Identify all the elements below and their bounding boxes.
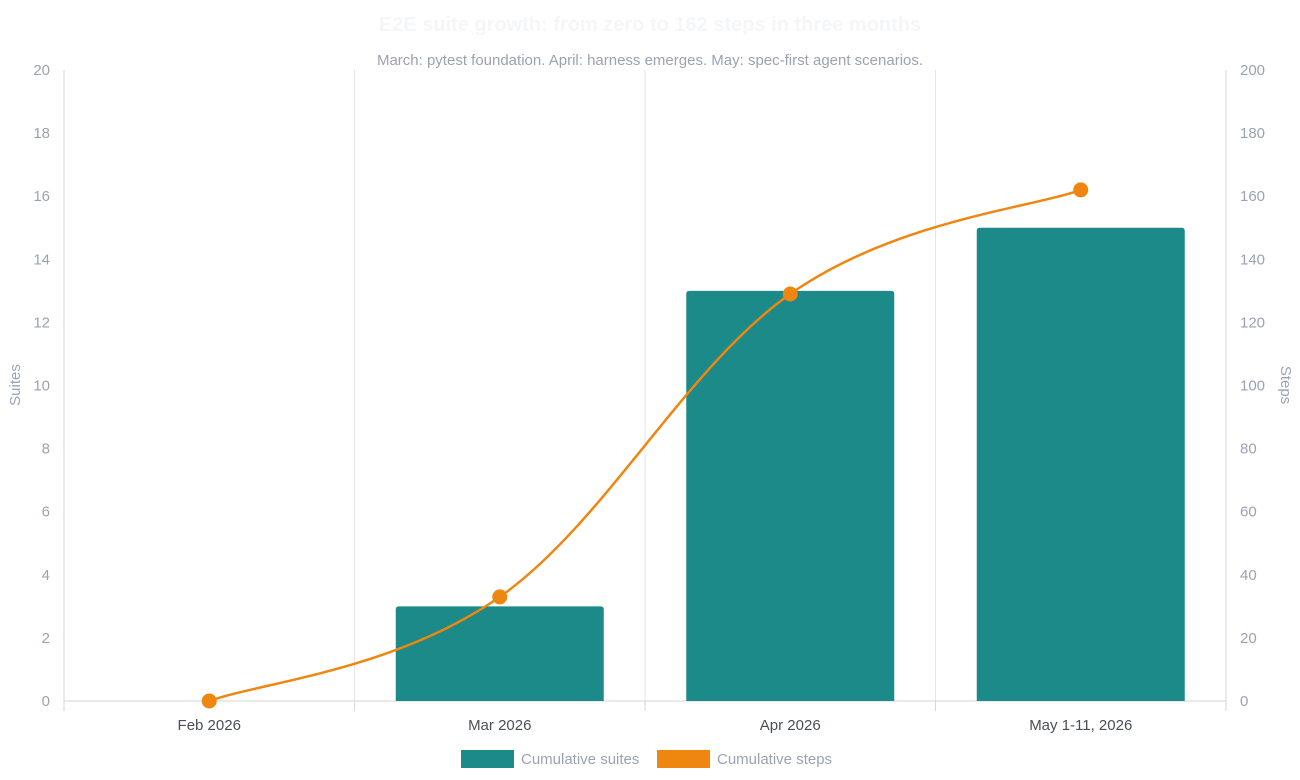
bar-cumulative-suites xyxy=(395,606,604,701)
right-y-tick-label: 140 xyxy=(1240,251,1265,268)
legend-label[interactable]: Cumulative suites xyxy=(521,751,639,768)
left-y-tick-label: 4 xyxy=(42,567,50,584)
right-y-tick-label: 160 xyxy=(1240,188,1265,205)
bar-cumulative-suites xyxy=(976,227,1185,701)
right-y-tick-label: 0 xyxy=(1240,693,1248,710)
legend-swatch[interactable] xyxy=(657,750,710,768)
right-y-tick-label: 180 xyxy=(1240,125,1265,142)
line-cumulative-steps xyxy=(208,188,1082,703)
left-y-tick-label: 12 xyxy=(33,314,50,331)
left-y-tick-label: 14 xyxy=(33,251,50,268)
right-y-tick-label: 40 xyxy=(1240,567,1257,584)
left-axis-title: Suites xyxy=(7,364,24,406)
x-category-label: May 1-11, 2026 xyxy=(1029,717,1132,734)
grid-lines xyxy=(354,70,936,701)
right-y-tick-label: 200 xyxy=(1240,62,1265,79)
legend-swatch[interactable] xyxy=(461,750,514,768)
right-y-tick-label: 120 xyxy=(1240,314,1265,331)
point-cumulative-steps xyxy=(782,286,798,302)
legend-label[interactable]: Cumulative steps xyxy=(717,751,832,768)
right-y-tick-label: 20 xyxy=(1240,630,1257,647)
left-y-tick-label: 8 xyxy=(42,441,50,458)
right-y-tick-label: 100 xyxy=(1240,378,1265,395)
point-cumulative-steps xyxy=(201,693,217,709)
left-y-tick-label: 6 xyxy=(42,504,50,521)
line-series xyxy=(201,182,1089,709)
right-y-tick-label: 60 xyxy=(1240,504,1257,521)
chart-subtitle: March: pytest foundation. April: harness… xyxy=(377,52,923,69)
x-category-label: Mar 2026 xyxy=(468,717,531,734)
tick-labels: 0246810121416182002040608010012014016018… xyxy=(33,62,1265,734)
left-y-tick-label: 2 xyxy=(42,630,50,647)
left-y-tick-label: 16 xyxy=(33,188,50,205)
left-y-tick-label: 0 xyxy=(42,693,50,710)
legend[interactable]: Cumulative suites Cumulative steps xyxy=(461,750,832,768)
point-cumulative-steps xyxy=(1073,182,1089,198)
chart-title: E2E suite growth: from zero to 162 steps… xyxy=(379,14,921,36)
left-y-tick-label: 18 xyxy=(33,125,50,142)
x-category-label: Feb 2026 xyxy=(178,717,241,734)
bar-series xyxy=(395,227,1185,701)
right-axis-title: Steps xyxy=(1277,366,1294,404)
left-y-tick-label: 20 xyxy=(33,62,50,79)
point-cumulative-steps xyxy=(492,589,508,605)
bar-cumulative-suites xyxy=(686,290,895,701)
x-category-label: Apr 2026 xyxy=(760,717,821,734)
right-y-tick-label: 80 xyxy=(1240,441,1257,458)
left-y-tick-label: 10 xyxy=(33,378,50,395)
